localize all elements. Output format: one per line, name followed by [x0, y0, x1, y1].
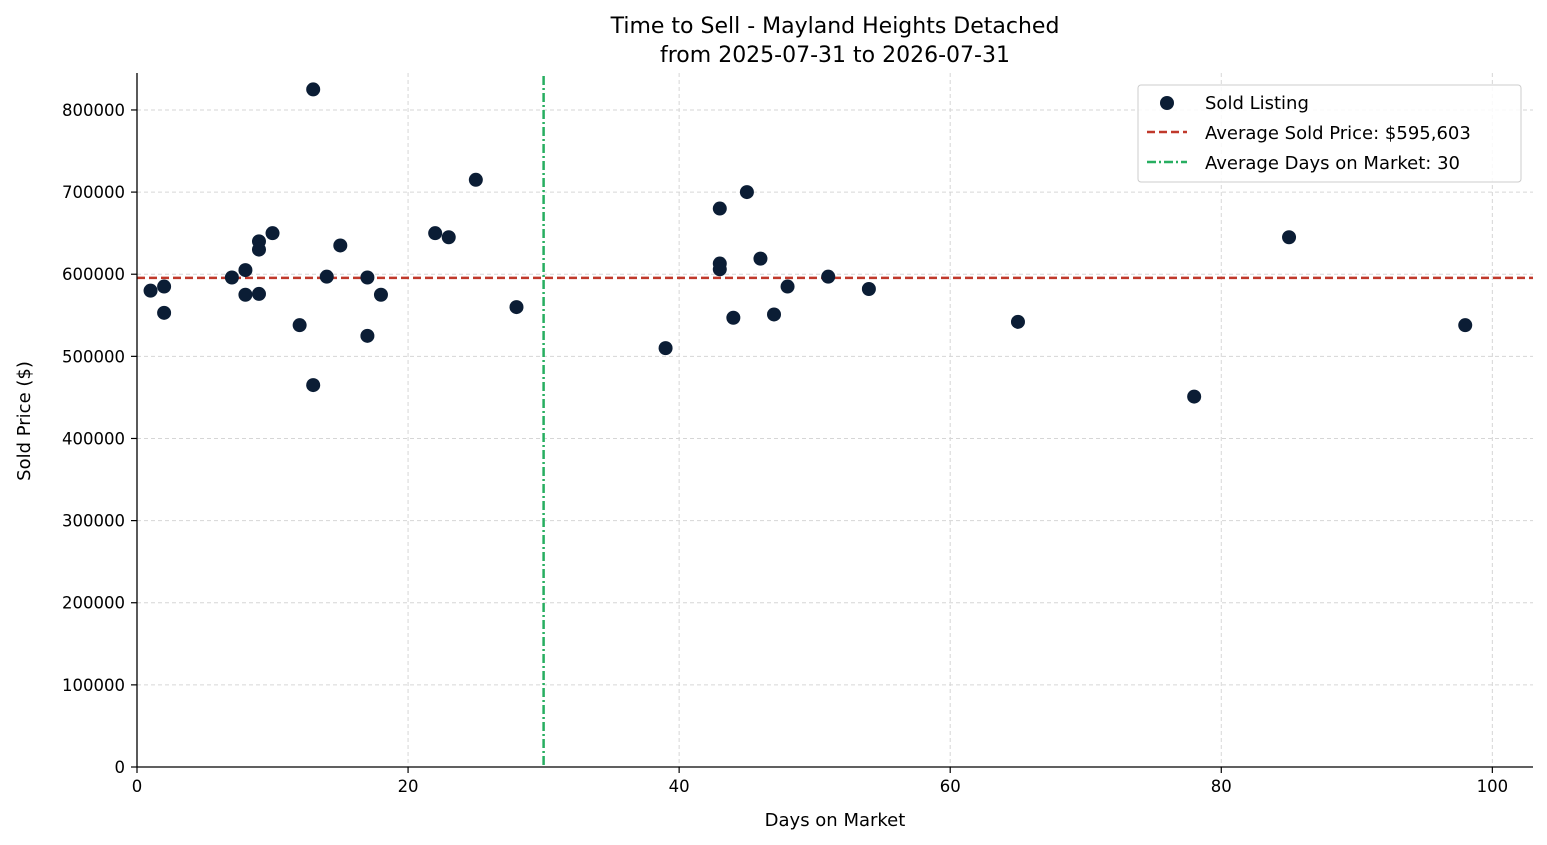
data-point: [821, 269, 836, 284]
data-point: [1282, 230, 1297, 245]
data-point: [753, 251, 768, 266]
y-tick-label: 500000: [62, 347, 125, 366]
x-tick-label: 100: [1477, 777, 1509, 796]
data-point: [306, 82, 321, 97]
data-point: [726, 310, 741, 325]
data-point: [712, 201, 727, 216]
y-axis-label: Sold Price ($): [14, 361, 35, 481]
data-point: [739, 185, 754, 200]
y-tick-label: 200000: [62, 594, 125, 613]
x-tick-label: 0: [132, 777, 143, 796]
data-point: [373, 287, 388, 302]
legend-label-average-days: Average Days on Market: 30: [1205, 153, 1460, 174]
y-tick-label: 300000: [62, 512, 125, 531]
axes: [131, 73, 1533, 773]
data-point: [861, 282, 876, 297]
data-point: [238, 263, 253, 278]
y-tick-label: 700000: [62, 183, 125, 202]
x-tick-label: 80: [1211, 777, 1232, 796]
data-point: [1187, 389, 1202, 404]
y-tick-label: 100000: [62, 676, 125, 695]
data-point: [780, 279, 795, 294]
data-point: [658, 341, 673, 356]
chart-title: Time to Sell - Mayland Heights Detached: [610, 14, 1060, 39]
data-point: [251, 286, 266, 301]
data-point: [333, 238, 348, 253]
data-point: [306, 378, 321, 393]
y-tick-label: 0: [115, 758, 126, 777]
data-point: [251, 242, 266, 257]
data-point: [360, 328, 375, 343]
legend-marker-sold-listing: [1160, 96, 1174, 110]
data-point: [767, 307, 782, 322]
data-point: [712, 262, 727, 277]
data-point: [441, 230, 456, 245]
legend-box: [1137, 84, 1522, 183]
data-point: [224, 270, 239, 285]
data-point: [319, 269, 334, 284]
data-point: [509, 300, 524, 315]
data-point: [292, 318, 307, 333]
data-point: [157, 305, 172, 320]
chart-subtitle: from 2025-07-31 to 2026-07-31: [660, 43, 1010, 68]
data-points: [143, 82, 1473, 404]
data-point: [265, 226, 280, 241]
x-axis-label: Days on Market: [765, 810, 906, 831]
legend: Sold Listing Average Sold Price: $595,60…: [1137, 84, 1522, 183]
data-point: [1010, 314, 1025, 329]
x-tick-label: 20: [398, 777, 419, 796]
data-point: [360, 270, 375, 285]
y-tick-label: 600000: [62, 265, 125, 284]
legend-label-average-price: Average Sold Price: $595,603: [1205, 123, 1471, 144]
data-point: [428, 226, 443, 241]
data-point: [468, 172, 483, 187]
tick-labels: 0 20 40 60 80 100 0 100000 200000 300000 400000 500…: [62, 101, 1508, 796]
data-point: [1458, 318, 1473, 333]
legend-label-sold-listing: Sold Listing: [1205, 93, 1309, 114]
y-tick-label: 800000: [62, 101, 125, 120]
y-tick-label: 400000: [62, 429, 125, 448]
x-tick-label: 40: [669, 777, 690, 796]
data-point: [143, 283, 158, 298]
data-point: [157, 279, 172, 294]
x-tick-label: 60: [940, 777, 961, 796]
data-point: [238, 287, 253, 302]
